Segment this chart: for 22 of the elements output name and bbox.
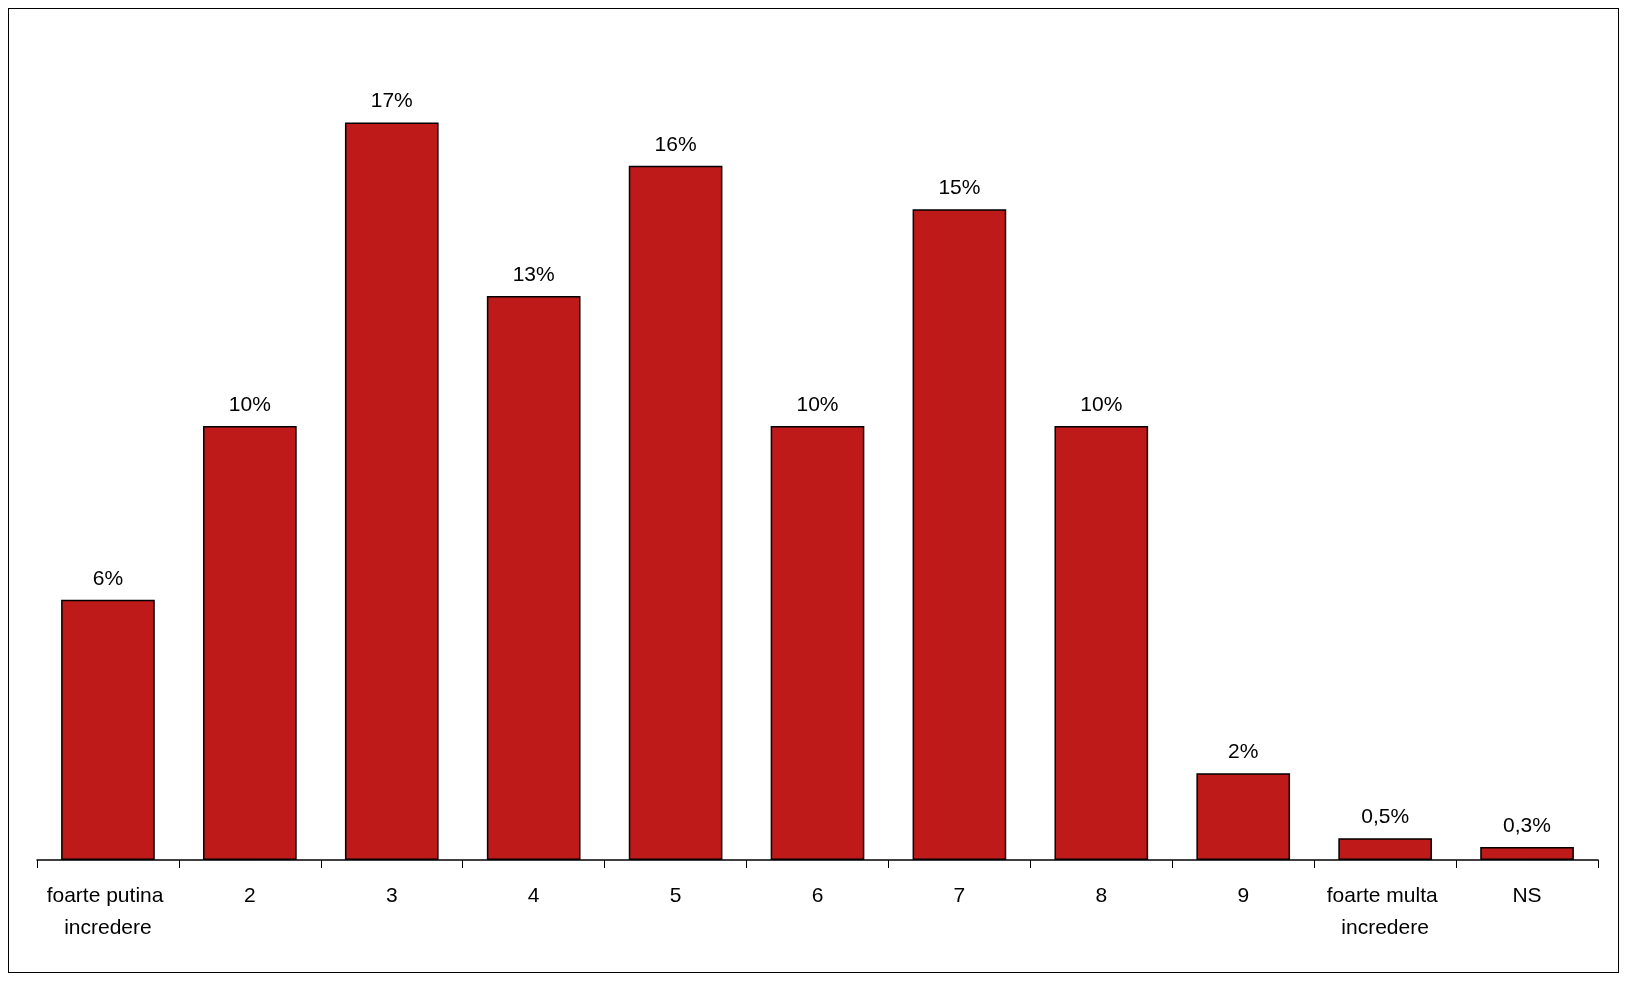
x-tick-label: 9 <box>1237 882 1250 906</box>
data-label: 10% <box>228 392 271 416</box>
x-tick-label: foarte multa incredere <box>1326 882 1444 938</box>
data-label: 10% <box>1080 392 1123 416</box>
x-tick-label: NS <box>1512 882 1542 906</box>
x-tick-label: 7 <box>953 882 966 906</box>
data-label: 10% <box>796 392 839 416</box>
data-label: 0,5% <box>1361 804 1410 828</box>
data-label: 2% <box>1228 739 1259 763</box>
x-tick-label: foarte putina incredere <box>46 882 170 938</box>
x-tick-label: 6 <box>811 882 824 906</box>
x-tick-label: 2 <box>244 882 256 906</box>
data-label: 0,3% <box>1503 812 1551 836</box>
data-label: 6% <box>92 565 124 589</box>
x-tick-label: 3 <box>385 882 398 906</box>
data-label: 13% <box>512 261 555 285</box>
data-label: 16% <box>654 131 697 155</box>
data-label: 17% <box>370 88 413 112</box>
x-tick-label: 5 <box>669 882 682 906</box>
x-tick-label: 8 <box>1095 882 1108 906</box>
x-tick-label: 4 <box>527 882 540 906</box>
data-label: 15% <box>938 175 981 199</box>
